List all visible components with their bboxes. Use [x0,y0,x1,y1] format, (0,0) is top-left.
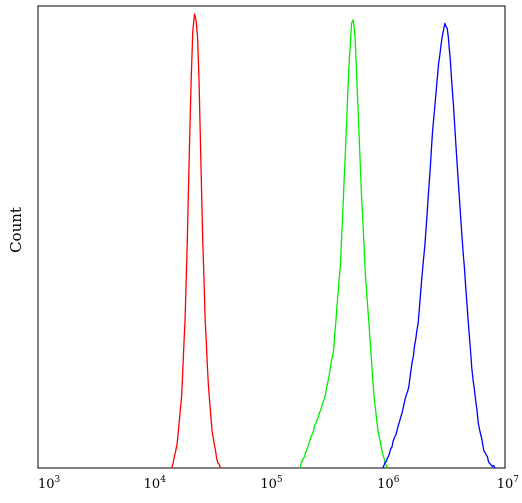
histogram-series-1 [171,13,222,469]
x-tick-label: 106 [377,475,400,492]
x-tick-label: 104 [144,475,167,492]
plot-frame [37,5,506,469]
x-tick-label: 107 [497,475,520,492]
x-axis-ticks: 103 104 105 106 107 [38,475,519,492]
series-layer [171,13,496,469]
histogram-series-3 [382,22,496,469]
histogram-series-2 [299,19,389,469]
y-axis-label: Count [7,207,25,253]
x-tick-label: 105 [260,475,283,492]
x-tick-label: 103 [38,475,61,492]
